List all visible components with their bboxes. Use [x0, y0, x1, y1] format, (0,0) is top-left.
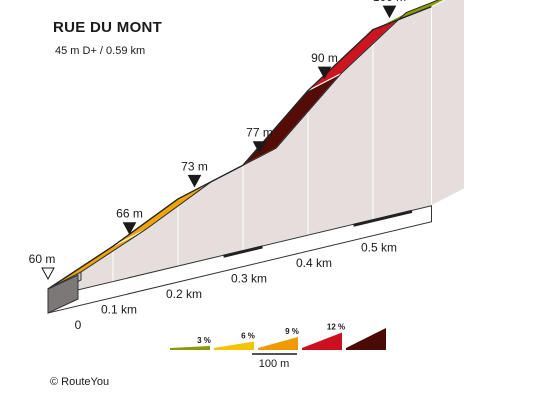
distance-tick-label: 0.3 km	[231, 272, 267, 286]
distance-scale-mark	[353, 209, 413, 227]
profile-side-segment	[177, 164, 244, 267]
distance-tick-label: 0.2 km	[166, 287, 202, 301]
elevation-label: 90 m	[311, 51, 338, 65]
elevation-marker-icon	[317, 66, 332, 80]
elevation-label: 100 m	[373, 0, 406, 4]
distance-tick-label: 0.4 km	[296, 256, 332, 270]
legend-swatch	[170, 346, 210, 350]
elevation-marker-icon	[122, 222, 137, 235]
profile-side-segment	[372, 5, 432, 221]
legend-grade-label: 12 %	[327, 323, 345, 332]
distance-scale-mark	[223, 245, 263, 258]
elevation-label: 66 m	[116, 207, 143, 221]
grade-legend: 3 % 6 % 9 % 12 % 100 m	[170, 323, 386, 370]
distance-tick-label: 0.5 km	[361, 241, 397, 255]
profile-end-face	[431, 0, 465, 207]
legend-grade-label: 3 %	[197, 336, 211, 345]
legend-scale-label: 100 m	[259, 358, 290, 370]
elevation-label: 73 m	[181, 159, 208, 173]
legend-swatch	[258, 337, 298, 350]
elevation-label: 60 m	[29, 252, 56, 266]
distance-axis: 0 0.1 km 0.2 km 0.3 km 0.4 km 0.5 km	[75, 241, 397, 332]
elevation-marker-icon	[41, 267, 55, 281]
distance-tick-label: 0.1 km	[101, 303, 137, 317]
legend-swatch	[214, 341, 254, 350]
distance-tick-label: 0	[75, 318, 82, 332]
chart-title: RUE DU MONT	[53, 19, 163, 36]
profile-start-cap	[47, 274, 79, 314]
legend-grade-label: 6 %	[241, 332, 255, 341]
elevation-marker-icon	[252, 141, 267, 154]
legend-swatch	[346, 328, 386, 350]
elevation-marker-icon	[187, 174, 202, 188]
legend-grade-label: 9 %	[285, 327, 299, 336]
profile-back-ridge-line	[80, 0, 440, 273]
chart-subtitle: 45 m D+ / 0.59 km	[55, 45, 146, 57]
profile-base	[47, 205, 432, 314]
copyright-notice: © RouteYou	[50, 376, 110, 388]
legend-swatch	[302, 332, 342, 350]
elevation-label: 77 m	[246, 126, 273, 140]
profile-top-faces	[47, 0, 446, 290]
elevation-markers: 60 m66 m73 m77 m90 m100 m102 m	[29, 0, 406, 281]
elevation-marker-icon	[382, 5, 397, 19]
